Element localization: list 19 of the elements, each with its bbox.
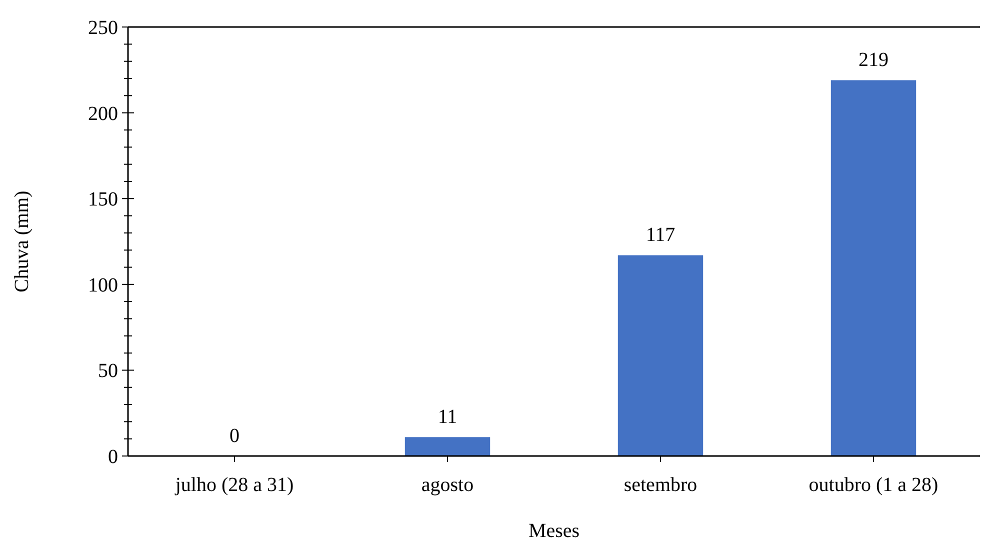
data-label: 11	[438, 406, 458, 428]
x-tick-label: agosto	[421, 474, 474, 496]
y-tick-label: 0	[108, 446, 118, 468]
bar	[404, 437, 490, 456]
data-label: 117	[646, 224, 676, 246]
y-axis-title: Chuva (mm)	[11, 190, 33, 292]
x-tick-label: setembro	[624, 474, 698, 496]
x-tick-label: julho (28 a 31)	[174, 474, 294, 496]
bar	[830, 80, 916, 456]
y-tick-label: 50	[98, 360, 118, 382]
y-tick-label: 150	[88, 188, 118, 211]
y-tick-label: 100	[88, 274, 118, 296]
y-tick-label: 250	[88, 17, 118, 39]
data-label: 219	[858, 49, 888, 72]
x-axis-title: Meses	[528, 520, 580, 542]
y-tick-label: 200	[88, 102, 118, 125]
data-label: 0	[230, 425, 240, 447]
bar	[618, 255, 704, 456]
x-tick-label: outubro (1 a 28)	[808, 474, 938, 496]
